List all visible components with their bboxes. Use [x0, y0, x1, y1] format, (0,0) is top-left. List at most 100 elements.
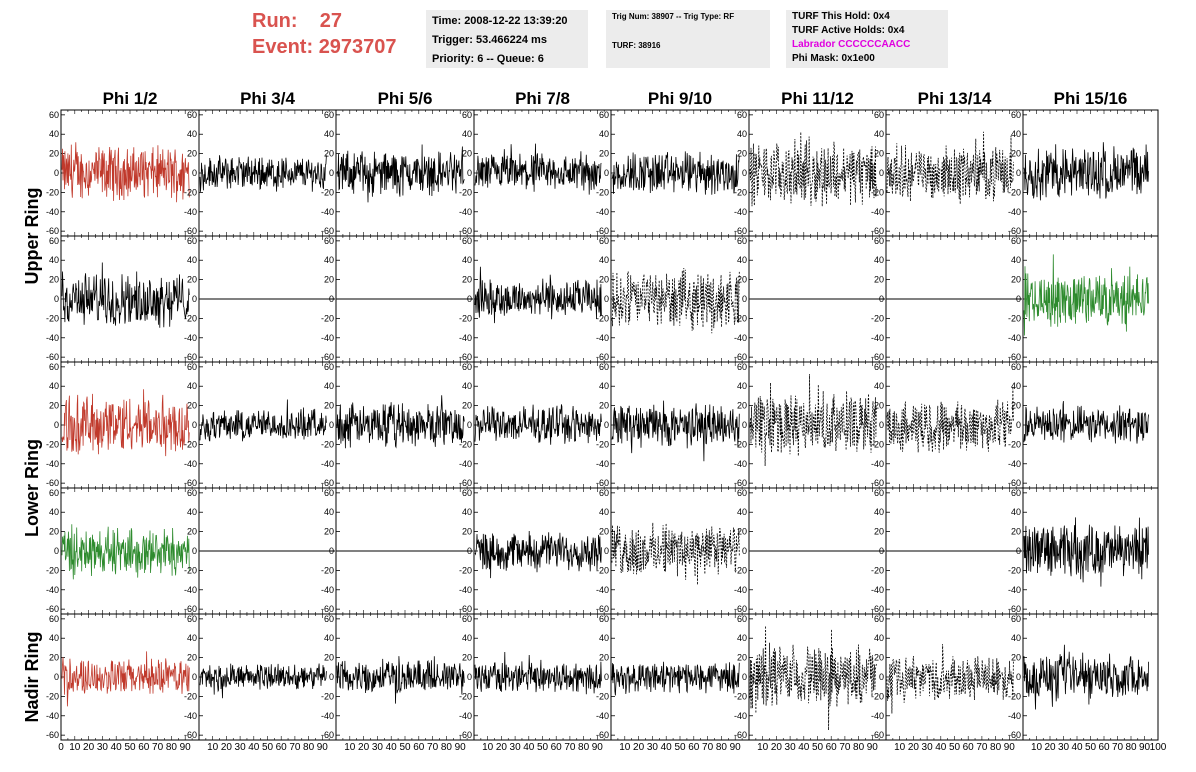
y-tick-label: 60 — [187, 236, 197, 246]
x-tick-label: 20 — [496, 742, 508, 753]
y-tick-label: 40 — [187, 255, 197, 265]
y-tick-label: -60 — [734, 730, 747, 740]
y-tick-label: 20 — [1011, 527, 1021, 537]
y-tick-label: 40 — [1011, 129, 1021, 139]
y-tick-label: -40 — [46, 459, 59, 469]
x-tick-label: 10 — [482, 742, 494, 753]
trig-info-box: Trig Num: 38907 -- Trig Type: RF TURF: 3… — [606, 10, 770, 68]
run-value: 27 — [319, 10, 343, 32]
waveform-trace — [61, 389, 190, 457]
x-tick-label: 60 — [276, 742, 288, 753]
y-tick-label: 20 — [737, 653, 747, 663]
waveform-trace — [474, 530, 602, 579]
x-tick-label: 0 — [58, 742, 64, 753]
column-header: Phi 13/14 — [918, 89, 992, 108]
y-tick-label: -40 — [46, 207, 59, 217]
y-tick-label: -40 — [46, 333, 59, 343]
y-tick-label: 40 — [599, 381, 609, 391]
x-tick-label: 80 — [853, 742, 865, 753]
y-tick-label: -20 — [46, 439, 59, 449]
y-tick-label: 60 — [187, 362, 197, 372]
y-tick-label: -20 — [321, 565, 334, 575]
y-tick-label: -40 — [321, 459, 334, 469]
waveform-trace — [1023, 517, 1149, 587]
column-header: Phi 7/8 — [515, 89, 570, 108]
y-tick-label: 20 — [187, 275, 197, 285]
y-tick-label: -60 — [46, 730, 59, 740]
y-tick-label: 60 — [1011, 488, 1021, 498]
y-tick-label: 40 — [187, 633, 197, 643]
y-tick-label: 60 — [462, 488, 472, 498]
y-tick-label: 0 — [742, 294, 747, 304]
run-event-box: Run: 27 Event: 2973707 — [252, 8, 397, 60]
event-row: Event: 2973707 — [252, 34, 397, 60]
run-row: Run: 27 — [252, 8, 397, 34]
y-tick-label: -20 — [46, 313, 59, 323]
x-tick-label: 30 — [647, 742, 659, 753]
y-tick-label: -20 — [459, 565, 472, 575]
x-tick-label: 70 — [839, 742, 851, 753]
y-tick-label: 20 — [599, 401, 609, 411]
y-tick-label: 20 — [324, 275, 334, 285]
y-tick-label: -60 — [596, 730, 609, 740]
y-tick-label: 60 — [874, 362, 884, 372]
y-tick-label: 60 — [874, 614, 884, 624]
y-tick-label: 0 — [329, 672, 334, 682]
y-tick-label: -60 — [46, 478, 59, 488]
y-tick-label: 0 — [1016, 672, 1021, 682]
waveform-trace — [61, 651, 190, 707]
x-tick-label: 70 — [289, 742, 301, 753]
y-tick-label: 40 — [737, 255, 747, 265]
y-tick-label: -20 — [734, 439, 747, 449]
waveform-trace — [474, 651, 602, 695]
trigger-text: Trigger: 53.466224 ms — [432, 34, 547, 46]
y-tick-label: 60 — [324, 362, 334, 372]
y-tick-label: -20 — [1008, 313, 1021, 323]
y-tick-label: 0 — [467, 294, 472, 304]
x-tick-label: 10 — [1031, 742, 1043, 753]
y-tick-label: -40 — [734, 333, 747, 343]
y-tick-label: 20 — [737, 149, 747, 159]
y-tick-label: -40 — [734, 711, 747, 721]
y-tick-label: 0 — [54, 546, 59, 556]
waveform-trace — [61, 142, 190, 203]
y-tick-label: 40 — [1011, 633, 1021, 643]
y-tick-label: -20 — [459, 187, 472, 197]
y-tick-label: 0 — [329, 294, 334, 304]
y-tick-label: 20 — [599, 653, 609, 663]
y-tick-label: 0 — [604, 672, 609, 682]
y-tick-label: -40 — [184, 207, 197, 217]
y-tick-label: 0 — [604, 168, 609, 178]
y-tick-label: -40 — [321, 585, 334, 595]
x-tick-label: 30 — [235, 742, 247, 753]
waveform-trace — [61, 262, 190, 328]
y-tick-label: 0 — [192, 168, 197, 178]
x-tick-label: 90 — [180, 742, 192, 753]
y-tick-label: -40 — [734, 585, 747, 595]
y-tick-label: -20 — [321, 187, 334, 197]
y-tick-label: 0 — [329, 420, 334, 430]
y-tick-label: -60 — [871, 226, 884, 236]
y-tick-label: -60 — [871, 478, 884, 488]
y-tick-label: -40 — [596, 585, 609, 595]
y-tick-label: -40 — [321, 711, 334, 721]
y-tick-label: -20 — [734, 187, 747, 197]
y-tick-label: -40 — [596, 207, 609, 217]
y-tick-label: -40 — [184, 711, 197, 721]
run-label: Run: — [252, 10, 298, 32]
waveform-trace — [611, 151, 740, 195]
y-tick-label: -40 — [871, 333, 884, 343]
waveform-trace — [886, 131, 1014, 205]
x-tick-label: 80 — [1125, 742, 1137, 753]
y-tick-label: -20 — [596, 691, 609, 701]
y-tick-label: 20 — [737, 275, 747, 285]
x-tick-label: 40 — [798, 742, 810, 753]
x-tick-label: 10 — [207, 742, 219, 753]
y-tick-label: -20 — [184, 691, 197, 701]
y-tick-label: 0 — [604, 546, 609, 556]
y-tick-label: 20 — [737, 527, 747, 537]
y-tick-label: 0 — [1016, 294, 1021, 304]
waveform-trace — [61, 524, 190, 580]
y-tick-label: -20 — [1008, 439, 1021, 449]
y-tick-label: -60 — [1008, 730, 1021, 740]
